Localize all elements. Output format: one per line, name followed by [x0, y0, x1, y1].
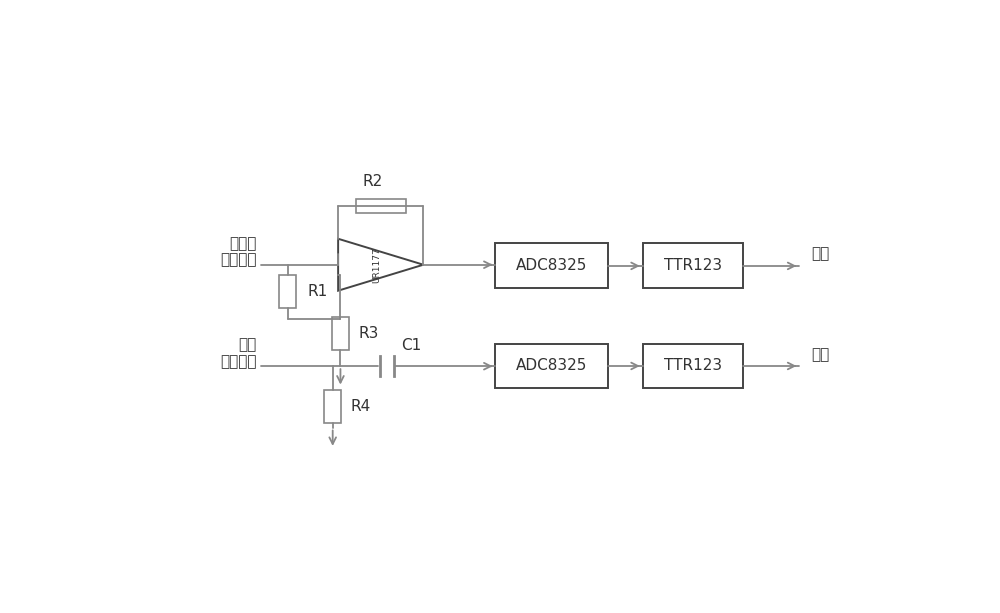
Bar	[495, 243, 608, 288]
Text: UR1177: UR1177	[372, 247, 381, 283]
Text: 光纤: 光纤	[811, 347, 829, 362]
Text: ADC8325: ADC8325	[516, 259, 587, 273]
Bar	[643, 343, 743, 389]
Text: ADC8325: ADC8325	[516, 359, 587, 373]
Text: C1: C1	[401, 338, 421, 353]
Text: 罗氏: 罗氏	[239, 338, 257, 352]
Polygon shape	[338, 238, 423, 291]
Text: 线圈输入: 线圈输入	[220, 354, 257, 369]
Text: 低功率: 低功率	[229, 236, 257, 251]
Bar	[495, 343, 608, 389]
Text: TTR123: TTR123	[664, 359, 722, 373]
Text: 光纤: 光纤	[811, 246, 829, 262]
Text: TTR123: TTR123	[664, 259, 722, 273]
Text: R1: R1	[308, 284, 328, 299]
Text: 线圈输入: 线圈输入	[220, 253, 257, 267]
Text: R4: R4	[351, 399, 371, 414]
Bar	[279, 275, 296, 308]
Bar	[356, 199, 406, 213]
Text: R3: R3	[358, 326, 379, 341]
Bar	[324, 390, 341, 423]
Bar	[332, 317, 349, 349]
Bar	[643, 243, 743, 288]
Text: R2: R2	[363, 174, 383, 189]
